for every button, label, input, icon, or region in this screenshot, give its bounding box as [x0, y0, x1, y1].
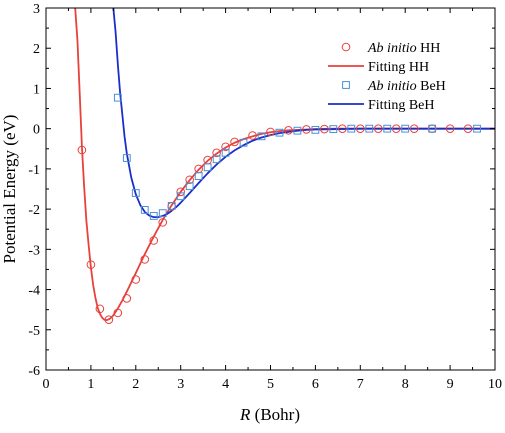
- y-tick-label: 3: [33, 2, 40, 17]
- y-axis-title: Potential Energy (eV): [0, 115, 19, 264]
- legend-label-text: BeH: [417, 79, 446, 94]
- x-axis-title-rest: (Bohr): [250, 405, 300, 424]
- x-axis-title: R (Bohr): [239, 405, 300, 424]
- legend-label-ab-initio-beh: Ab initio BeH: [367, 79, 446, 94]
- x-tick-label: 6: [312, 377, 319, 392]
- x-tick-label: 2: [132, 377, 139, 392]
- point-ab-initio-hh: [212, 148, 221, 158]
- point-ab-initio-beh: [347, 124, 356, 133]
- x-tick-label: 4: [222, 377, 229, 392]
- legend-label-text: HH: [417, 41, 441, 56]
- point-ab-initio-beh: [149, 212, 158, 220]
- point-ab-initio-beh: [473, 124, 481, 133]
- point-ab-initio-hh: [463, 124, 473, 133]
- legend-label-fitting-hh: Fitting HH: [368, 60, 429, 75]
- point-ab-initio-beh: [194, 172, 203, 181]
- point-ab-initio-beh: [401, 124, 410, 133]
- point-ab-initio-hh: [445, 124, 455, 133]
- axis-layer: 0 1 2 3 4 5 6 7 8 9 10 -6 -5 -4 -3 -2 -1 0 1 2 3: [28, 2, 502, 392]
- point-ab-initio-beh: [365, 124, 374, 133]
- point-ab-initio-hh: [248, 131, 257, 140]
- y-tick-label: -3: [28, 243, 40, 258]
- point-ab-initio-beh: [221, 148, 230, 157]
- point-ab-initio-hh: [266, 127, 275, 137]
- point-ab-initio-beh: [212, 155, 221, 164]
- y-tick-label: -1: [28, 163, 40, 178]
- point-ab-initio-beh: [203, 163, 212, 172]
- point-ab-initio-beh: [329, 125, 338, 133]
- y-tick-label: -6: [28, 364, 40, 379]
- point-ab-initio-hh: [95, 304, 105, 314]
- legend-label-text: Fitting BeH: [368, 98, 435, 113]
- x-axis-title-italic: R: [239, 405, 251, 424]
- y-tick-label: -4: [28, 284, 40, 299]
- series-layer: [74, 8, 495, 325]
- point-ab-initio-hh: [158, 218, 168, 227]
- y-tick-label: -2: [28, 203, 40, 218]
- point-ab-initio-beh: [293, 126, 302, 135]
- point-ab-initio-beh: [257, 132, 266, 141]
- point-ab-initio-hh: [176, 187, 185, 197]
- legend-label-italic: Ab initio: [367, 41, 417, 56]
- legend-marker-ab-initio-hh: [341, 42, 351, 52]
- point-ab-initio-hh: [391, 124, 401, 133]
- point-ab-initio-hh: [302, 125, 311, 134]
- legend-label-fitting-beh: Fitting BeH: [368, 98, 435, 113]
- point-ab-initio-hh: [122, 294, 132, 303]
- point-ab-initio-hh: [356, 124, 365, 133]
- x-tick-label: 8: [402, 377, 409, 392]
- x-tick-label: 10: [488, 377, 502, 392]
- point-ab-initio-beh: [239, 138, 248, 147]
- point-ab-initio-hh: [320, 124, 329, 134]
- x-tick-label: 1: [87, 377, 94, 392]
- legend-label-text: Fitting HH: [368, 60, 429, 75]
- point-ab-initio-beh: [185, 182, 194, 191]
- y-tick-label: 1: [33, 82, 40, 97]
- y-tick-label: 0: [33, 123, 40, 138]
- point-ab-initio-hh: [409, 124, 419, 133]
- x-tick-label: 9: [447, 377, 454, 392]
- y-tick-label: 2: [33, 42, 40, 57]
- x-tick-label: 7: [357, 377, 364, 392]
- point-ab-initio-hh: [140, 255, 150, 264]
- legend-label-ab-initio-hh: Ab initio HH: [367, 41, 440, 56]
- legend-marker-ab-initio-beh: [342, 81, 350, 89]
- x-tick-label: 0: [43, 377, 50, 392]
- point-ab-initio-hh: [113, 308, 123, 318]
- point-ab-initio-hh: [185, 175, 194, 185]
- point-ab-initio-beh: [383, 124, 392, 133]
- x-tick-label: 3: [177, 377, 184, 392]
- point-ab-initio-hh: [77, 145, 87, 155]
- x-tick-label: 5: [267, 377, 274, 392]
- point-ab-initio-hh: [131, 275, 141, 284]
- point-ab-initio-hh: [230, 137, 239, 147]
- point-ab-initio-beh: [158, 209, 167, 218]
- point-ab-initio-beh: [140, 206, 149, 214]
- legend: Ab initio HH Fitting HH Ab initio BeH Fitti…: [328, 41, 446, 113]
- point-ab-initio-hh: [338, 124, 347, 133]
- series-line-fitting-beh: [112, 8, 495, 219]
- point-ab-initio-beh: [122, 154, 131, 162]
- point-ab-initio-beh: [275, 128, 284, 137]
- point-ab-initio-beh: [167, 201, 176, 210]
- point-ab-initio-beh: [428, 124, 437, 133]
- point-ab-initio-beh: [131, 189, 140, 197]
- point-ab-initio-hh: [149, 236, 159, 245]
- y-tick-label: -5: [28, 324, 40, 339]
- legend-label-italic: Ab initio: [367, 79, 417, 94]
- point-ab-initio-beh: [311, 125, 320, 134]
- point-ab-initio-hh: [86, 260, 96, 269]
- point-ab-initio-beh: [113, 93, 122, 102]
- point-ab-initio-hh: [284, 125, 293, 135]
- point-ab-initio-hh: [104, 315, 114, 325]
- point-ab-initio-hh: [221, 142, 230, 152]
- point-ab-initio-beh: [176, 192, 185, 201]
- point-ab-initio-hh: [373, 124, 383, 133]
